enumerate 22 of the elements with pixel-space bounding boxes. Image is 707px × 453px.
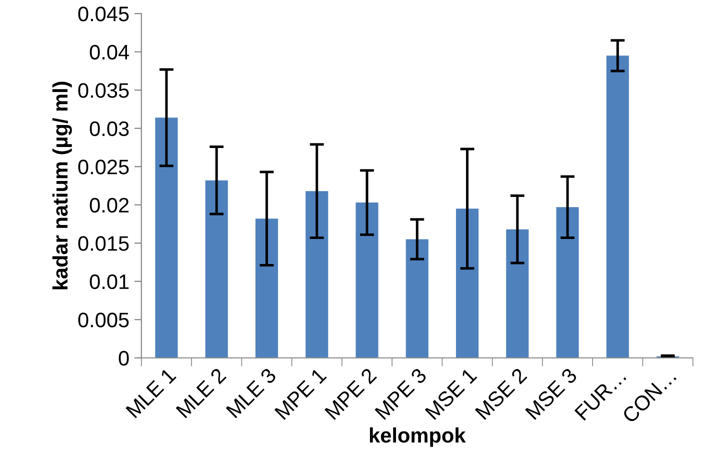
bar <box>306 191 328 358</box>
bar <box>556 207 579 358</box>
y-tick-label: 0.005 <box>78 312 129 328</box>
x-axis-title: kelompok <box>370 427 466 447</box>
y-tick-label: 0.02 <box>90 198 129 213</box>
y-tick-label: 0.04 <box>90 44 129 60</box>
bar <box>205 180 228 358</box>
bar <box>255 218 278 358</box>
bar <box>155 118 178 358</box>
bar <box>606 56 629 358</box>
y-tick-label: 0 <box>118 350 129 366</box>
y-tick-label: 0.03 <box>90 121 129 136</box>
y-tick-label: 0.015 <box>78 236 129 251</box>
y-tick-label: 0.01 <box>90 274 129 290</box>
bar <box>406 239 428 358</box>
bar <box>356 202 378 358</box>
bar <box>456 208 479 358</box>
y-axis-title: kadar natium (µg/ ml) <box>52 82 72 290</box>
bar <box>506 229 529 358</box>
y-tick-label: 0.035 <box>78 83 129 98</box>
y-tick-label: 0.045 <box>78 6 129 22</box>
y-tick-label: 0.025 <box>78 160 129 174</box>
